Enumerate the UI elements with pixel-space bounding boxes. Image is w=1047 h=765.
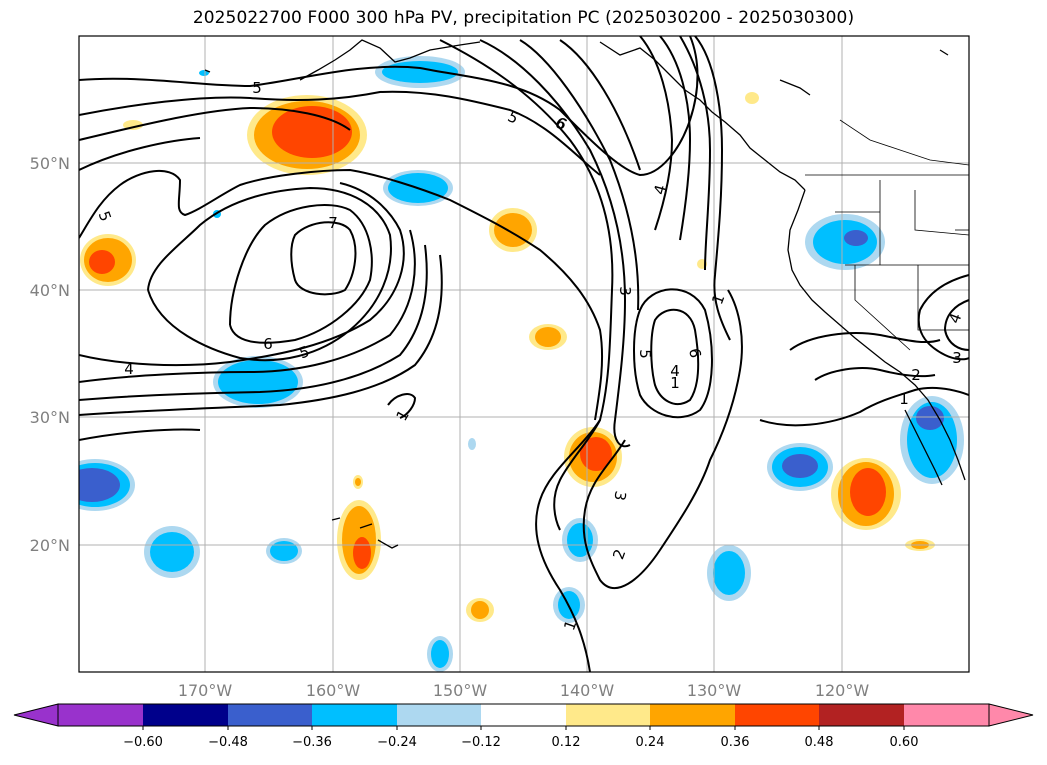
- lat-label: 50°N: [30, 154, 70, 173]
- colorbar-cell: [143, 704, 228, 726]
- contour-label: 5: [252, 79, 262, 97]
- colorbar-cell: [819, 704, 904, 726]
- colorbar-cell: [397, 704, 481, 726]
- lat-label: 20°N: [30, 536, 70, 555]
- lat-label: 30°N: [30, 408, 70, 427]
- colorbar-cell: [58, 704, 143, 726]
- lat-label: 40°N: [30, 281, 70, 300]
- contour-label: 3: [610, 490, 629, 503]
- colorbar-tick: −0.36: [292, 735, 332, 750]
- latitude-labels: 50°N 40°N 30°N 20°N: [30, 154, 70, 555]
- colorbar: −0.60 −0.48 −0.36 −0.24 −0.12 0.12 0.24 …: [13, 703, 1034, 750]
- colorbar-tick: −0.60: [123, 735, 163, 750]
- contour-label: 4: [650, 183, 670, 197]
- longitude-labels: 170°W 160°W 150°W 140°W 130°W 120°W: [178, 681, 870, 700]
- contour-label: 4: [670, 362, 680, 380]
- contour-label: 2: [911, 366, 921, 384]
- colorbar-outline: [57, 703, 990, 727]
- coastlines: [204, 39, 966, 549]
- contour-label: 5: [636, 349, 654, 359]
- contour-label: 1: [670, 374, 680, 392]
- colorbar-cell: [312, 704, 397, 726]
- colorbar-cell: [228, 704, 312, 726]
- map-background: [79, 36, 969, 672]
- contour-label: 6: [685, 347, 704, 360]
- colorbar-cell: [904, 704, 989, 726]
- colorbar-cell: [566, 704, 650, 726]
- lon-label: 130°W: [687, 681, 742, 700]
- lon-label: 120°W: [815, 681, 870, 700]
- colorbar-tick: −0.24: [377, 735, 417, 750]
- contour-label: 6: [263, 335, 273, 353]
- colorbar-tick: 0.48: [805, 735, 834, 750]
- colorbar-tick: −0.48: [208, 735, 248, 750]
- contour-label: 3: [952, 349, 962, 367]
- lon-label: 170°W: [178, 681, 233, 700]
- colorbar-tick: −0.12: [461, 735, 501, 750]
- contour-label: 3: [616, 286, 634, 296]
- lon-label: 140°W: [560, 681, 615, 700]
- pv-contours: [79, 36, 969, 672]
- contour-label: 7: [328, 214, 338, 232]
- colorbar-cell: [650, 704, 735, 726]
- lon-label: 160°W: [306, 681, 361, 700]
- colorbar-cell: [481, 704, 566, 726]
- colorbar-tick: 0.12: [552, 735, 581, 750]
- contour-label: 1: [899, 390, 909, 408]
- colorbar-tick: 0.60: [890, 735, 919, 750]
- colorbar-tick: 0.36: [721, 735, 750, 750]
- map-frame: [78, 35, 970, 673]
- map-title: 2025022700 F000 300 hPa PV, precipitatio…: [192, 8, 855, 28]
- colorbar-extend-high: [988, 703, 1034, 727]
- colorbar-cell: [735, 704, 819, 726]
- colorbar-tick: 0.24: [636, 735, 665, 750]
- graticule: [79, 36, 969, 672]
- contour-label: 4: [124, 360, 134, 378]
- colorbar-extend-low: [13, 703, 59, 727]
- lon-label: 150°W: [433, 681, 488, 700]
- precipitation-shading: [79, 56, 964, 672]
- borders: [805, 119, 969, 351]
